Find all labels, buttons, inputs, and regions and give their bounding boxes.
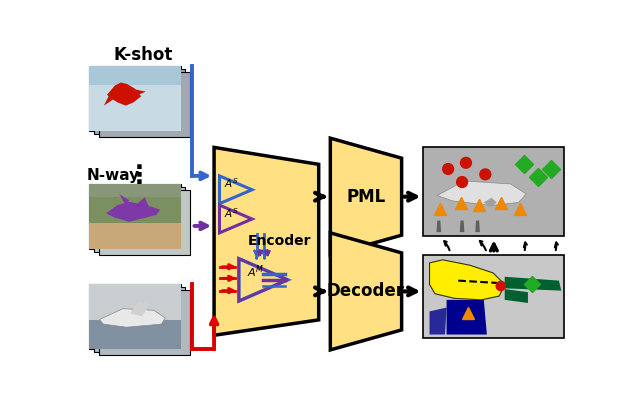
Polygon shape [104,96,113,105]
Polygon shape [119,194,129,205]
Polygon shape [99,309,165,327]
Polygon shape [476,221,480,232]
Polygon shape [454,300,481,315]
Polygon shape [133,197,148,207]
Polygon shape [94,187,186,252]
Polygon shape [423,255,564,338]
Polygon shape [107,83,141,105]
Polygon shape [90,284,180,319]
Polygon shape [220,176,252,204]
Polygon shape [90,319,180,349]
Polygon shape [330,233,402,350]
Text: $A^S$: $A^S$ [224,177,239,190]
Polygon shape [94,69,186,134]
Polygon shape [99,290,190,355]
Circle shape [443,164,454,174]
Polygon shape [90,66,180,131]
Text: Encoder: Encoder [248,234,312,248]
Polygon shape [460,221,465,232]
Text: K-shot: K-shot [113,46,172,64]
Polygon shape [429,308,447,335]
Polygon shape [90,184,180,249]
Text: PML: PML [346,188,385,206]
Polygon shape [214,147,319,335]
Circle shape [461,158,472,168]
Polygon shape [505,277,561,291]
Circle shape [496,281,506,291]
Polygon shape [220,205,252,233]
Polygon shape [484,198,497,207]
Text: ⋮: ⋮ [127,164,152,188]
Polygon shape [429,260,505,300]
Circle shape [480,169,491,180]
Polygon shape [436,221,441,232]
Polygon shape [131,301,150,316]
Polygon shape [106,202,161,222]
Polygon shape [330,138,402,255]
Circle shape [457,177,467,188]
Polygon shape [505,289,528,303]
Polygon shape [90,184,180,197]
Text: N-way: N-way [86,168,140,184]
Polygon shape [90,284,180,349]
Text: $A^S$: $A^S$ [224,206,239,220]
Polygon shape [90,85,180,131]
Polygon shape [437,181,526,206]
Polygon shape [94,287,186,352]
Polygon shape [132,89,146,95]
Polygon shape [447,300,487,335]
Polygon shape [423,147,564,236]
Polygon shape [90,66,180,131]
Text: Decoder: Decoder [327,282,405,300]
Polygon shape [239,259,288,301]
Polygon shape [99,72,190,138]
Polygon shape [90,184,180,223]
Polygon shape [99,190,190,255]
Text: $A^M$: $A^M$ [246,264,264,280]
Polygon shape [90,223,180,249]
